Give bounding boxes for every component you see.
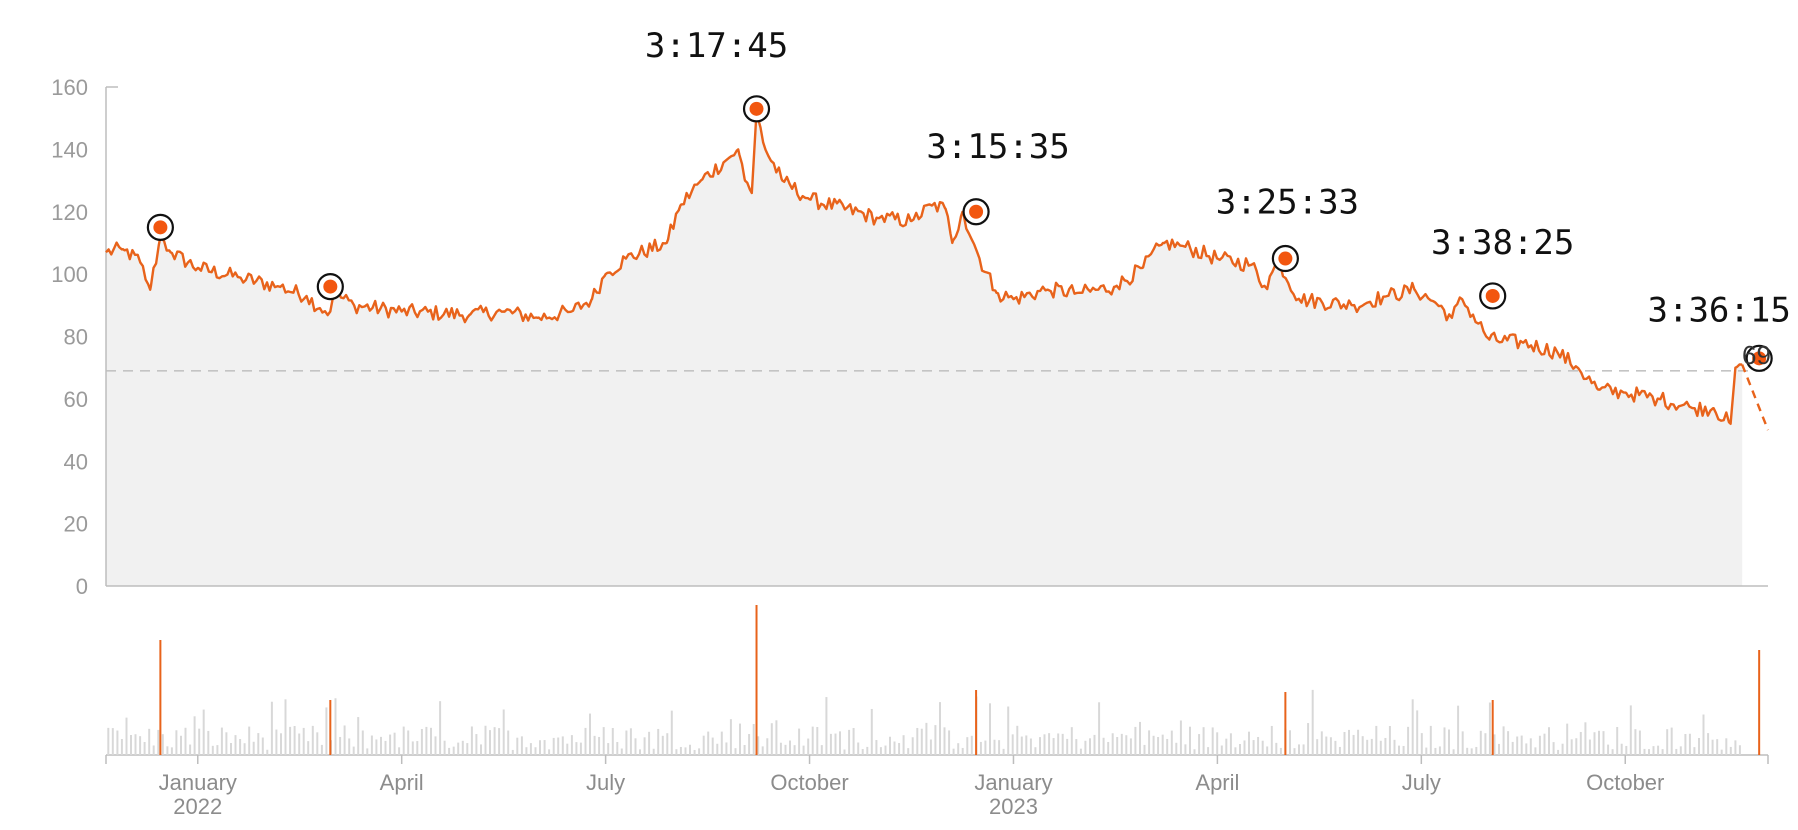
y-tick-label: 160	[51, 75, 88, 100]
series-line	[105, 110, 1743, 425]
x-tick-label: April	[1195, 770, 1239, 795]
y-tick-label: 0	[76, 574, 88, 599]
highlight-point	[1278, 251, 1293, 266]
x-tick-label: October	[770, 770, 848, 795]
highlight-point	[323, 279, 338, 294]
area-layer	[106, 112, 1743, 586]
series-layer	[105, 110, 1770, 431]
y-tick-label: 120	[51, 200, 88, 225]
highlight-point	[153, 220, 168, 235]
x-tick-sublabel: 2023	[989, 794, 1038, 819]
x-tick-label: July	[1402, 770, 1441, 795]
highlight-label: 3:36:15	[1648, 290, 1791, 330]
y-tick-label: 20	[64, 512, 88, 537]
highlight-label: 3:38:25	[1431, 223, 1574, 263]
x-tick-label: January	[974, 770, 1052, 795]
highlight-label: 3:25:33	[1216, 183, 1359, 223]
y-tick-label: 140	[51, 137, 88, 162]
highlight-label: 3:15:35	[926, 127, 1069, 167]
x-tick-label: July	[586, 770, 625, 795]
highlight-point	[749, 101, 764, 116]
y-tick-label: 40	[64, 449, 88, 474]
highlight-label: 3:17:45	[645, 26, 788, 66]
highlight-layer	[146, 95, 1773, 372]
y-tick-label: 80	[64, 325, 88, 350]
y-tick-label: 100	[51, 262, 88, 287]
x-tick-label: October	[1586, 770, 1664, 795]
reference-label: 69	[1742, 340, 1771, 370]
label-layer: 69 3:17:45 3:15:35 3:25:33 3:38:25 3:36:15	[645, 26, 1791, 370]
forecast-line	[1741, 364, 1770, 431]
x-tick-sublabel: 2022	[173, 794, 222, 819]
x-tick-label: April	[380, 770, 424, 795]
y-tick-label: 60	[64, 387, 88, 412]
x-tick-label: January	[159, 770, 237, 795]
highlight-point	[1485, 288, 1500, 303]
highlight-point	[1752, 351, 1767, 366]
area-fill	[106, 112, 1743, 586]
volume-layer	[107, 605, 1761, 755]
highlight-point	[969, 204, 984, 219]
